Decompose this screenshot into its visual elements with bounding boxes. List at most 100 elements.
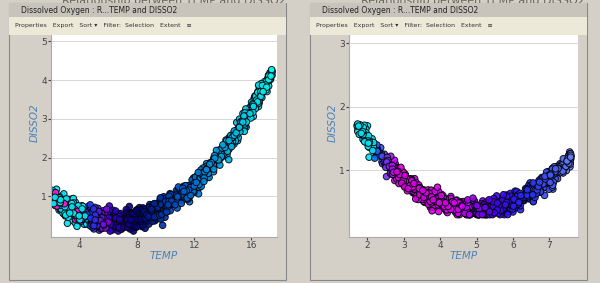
Point xyxy=(408,190,418,195)
Point xyxy=(420,200,430,205)
Point xyxy=(76,219,86,224)
Point xyxy=(240,124,250,129)
Point xyxy=(126,218,136,222)
Point xyxy=(100,221,110,226)
Point xyxy=(124,224,134,228)
Point xyxy=(67,205,77,209)
Point xyxy=(56,207,66,211)
Point xyxy=(140,215,150,220)
Point xyxy=(128,220,138,224)
Point xyxy=(192,175,202,179)
Point xyxy=(400,177,410,181)
Point xyxy=(188,183,198,187)
Point xyxy=(539,183,549,188)
Point xyxy=(386,163,396,168)
Point xyxy=(503,204,513,208)
Point xyxy=(72,211,82,215)
Point xyxy=(370,149,380,153)
Point xyxy=(395,170,405,175)
Point xyxy=(79,216,88,220)
Point xyxy=(130,217,139,222)
Point xyxy=(211,161,221,165)
Point xyxy=(149,202,159,207)
Point xyxy=(202,161,211,166)
Point xyxy=(494,206,503,210)
Point xyxy=(176,201,186,206)
Point xyxy=(115,219,124,224)
Point xyxy=(178,194,188,199)
Point xyxy=(92,223,102,228)
Point xyxy=(99,216,109,220)
Point xyxy=(404,181,413,186)
Point xyxy=(506,202,515,206)
Point xyxy=(251,106,260,111)
Point xyxy=(236,119,245,124)
Point xyxy=(529,181,538,185)
Point xyxy=(238,111,248,116)
Point xyxy=(438,201,448,205)
Point xyxy=(215,153,224,158)
Point xyxy=(232,120,241,125)
Point xyxy=(48,200,58,205)
Point xyxy=(415,185,424,190)
Point xyxy=(516,193,526,198)
Point xyxy=(124,214,134,218)
Point xyxy=(96,218,106,222)
Point xyxy=(264,84,274,88)
Point xyxy=(62,207,72,211)
Point xyxy=(444,203,454,208)
Point xyxy=(170,203,180,207)
Point xyxy=(148,205,158,210)
Point xyxy=(365,141,374,146)
Point xyxy=(400,181,409,185)
Point xyxy=(71,211,80,216)
Point xyxy=(149,211,159,215)
Point xyxy=(123,223,133,228)
Point xyxy=(149,211,158,216)
Point xyxy=(382,160,392,164)
Point xyxy=(181,196,191,200)
Point xyxy=(241,113,251,118)
Point xyxy=(64,212,73,217)
Point xyxy=(83,216,92,220)
Point xyxy=(157,208,167,212)
Point xyxy=(190,190,200,194)
Point xyxy=(483,212,493,217)
Point xyxy=(64,201,74,206)
Point xyxy=(71,221,80,225)
Point xyxy=(123,213,133,217)
Point xyxy=(147,206,157,211)
Point xyxy=(244,112,254,117)
Point xyxy=(522,192,532,197)
Point xyxy=(440,207,450,211)
Point xyxy=(63,206,73,211)
Point xyxy=(87,218,97,222)
Point xyxy=(85,218,95,222)
Point xyxy=(527,186,537,190)
Point xyxy=(68,218,77,223)
Point xyxy=(541,179,550,184)
Point xyxy=(374,152,383,156)
Point xyxy=(49,196,58,201)
Point xyxy=(155,214,164,219)
Point xyxy=(55,200,65,205)
Point xyxy=(386,166,395,171)
Point xyxy=(493,207,503,211)
Point xyxy=(194,186,203,190)
Point xyxy=(547,185,557,189)
Point xyxy=(383,163,393,168)
Point xyxy=(412,193,421,197)
Point xyxy=(94,209,104,214)
Point xyxy=(562,168,571,173)
Point xyxy=(93,214,103,219)
Point xyxy=(128,229,138,233)
Point xyxy=(447,202,457,206)
Point xyxy=(73,208,83,213)
Point xyxy=(57,203,67,208)
Point xyxy=(235,125,245,129)
Point xyxy=(545,179,554,183)
Point xyxy=(204,164,214,169)
Point xyxy=(537,181,547,185)
Point xyxy=(145,215,154,219)
Point xyxy=(101,213,110,218)
